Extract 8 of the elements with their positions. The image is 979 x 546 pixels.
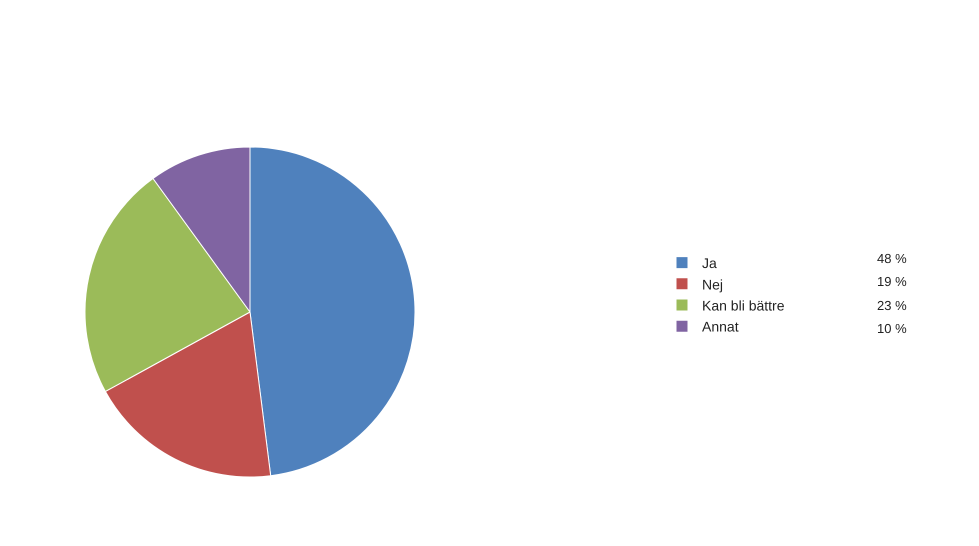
legend-label: Ja (702, 255, 717, 272)
legend-label: Kan bli bättre (702, 297, 785, 314)
data-label: 10 % (877, 321, 908, 336)
legend-label: Nej (702, 276, 724, 292)
data-label: 23 % (877, 298, 908, 313)
data-label: 48 % (877, 251, 908, 266)
legend-label: Annat (702, 318, 739, 335)
data-label: 19 % (877, 274, 908, 289)
